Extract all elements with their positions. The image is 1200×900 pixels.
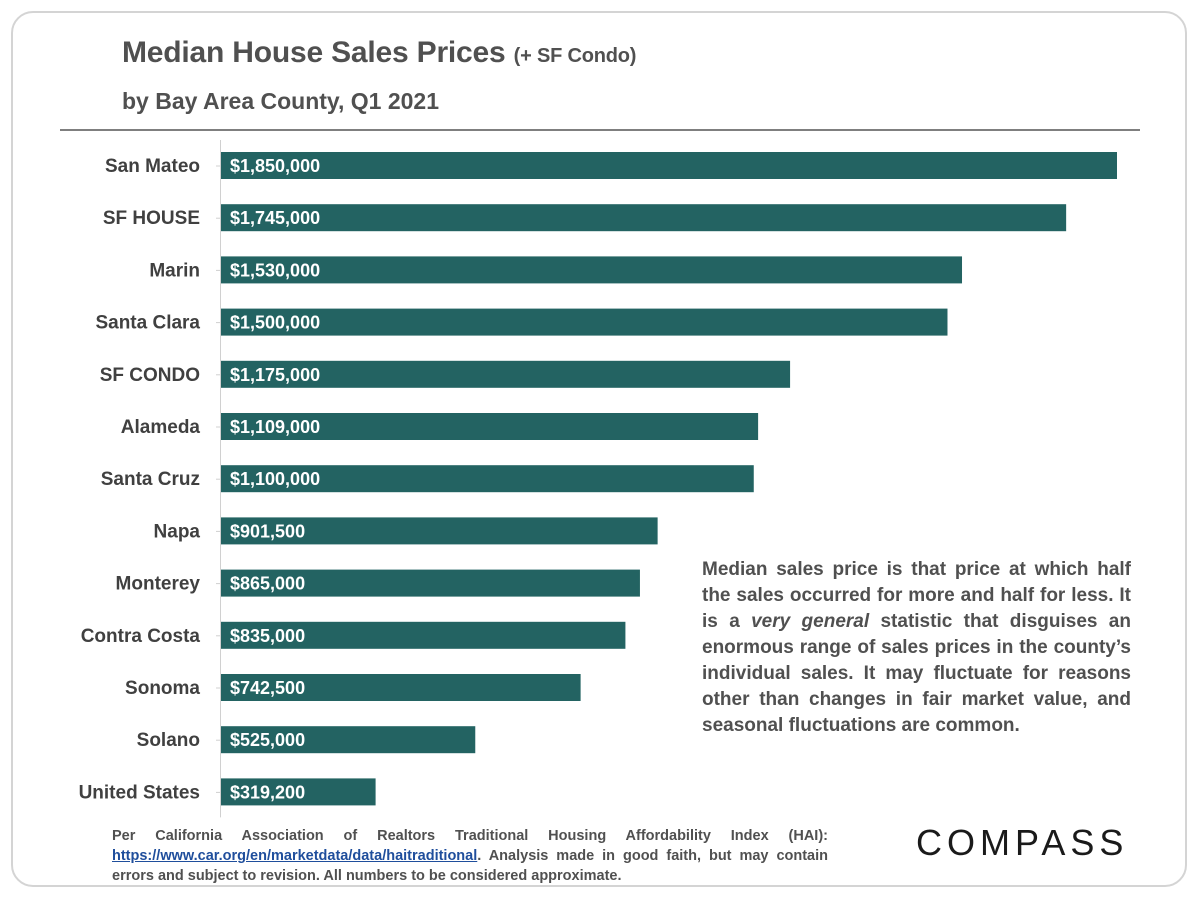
category-label: Marin <box>149 260 200 281</box>
chart-title-suffix: (+ SF Condo) <box>513 45 637 67</box>
bar-marin <box>221 256 963 284</box>
value-label: $742,500 <box>230 678 305 698</box>
value-label: $319,200 <box>230 782 305 802</box>
value-label: $1,745,000 <box>230 208 320 228</box>
bar-napa <box>221 517 658 545</box>
footnote-text-1: Per California Association of Realtors T… <box>112 828 828 844</box>
value-label: $1,530,000 <box>230 260 320 280</box>
category-label: United States <box>79 782 200 803</box>
note-text-1: Median sales price is that price at whic… <box>702 559 1131 632</box>
chart-title-main: Median House Sales Prices <box>122 36 506 69</box>
bar-sonoma <box>221 674 581 701</box>
bar-solano <box>221 726 476 754</box>
bar-alameda <box>221 413 759 440</box>
source-footnote: Per California Association of Realtors T… <box>112 826 828 886</box>
value-label: $1,109,000 <box>230 417 320 437</box>
category-label: Santa Cruz <box>101 469 200 490</box>
note-emphasis: very general <box>751 611 870 632</box>
category-label: Napa <box>154 521 201 542</box>
category-label: San Mateo <box>105 156 200 177</box>
category-label: Sonoma <box>125 678 200 699</box>
compass-wordmark: COMPASS <box>916 822 1129 863</box>
value-label: $1,175,000 <box>230 365 320 385</box>
value-label: $525,000 <box>230 730 305 750</box>
value-label: $1,500,000 <box>230 313 320 333</box>
category-label: Santa Clara <box>95 313 200 334</box>
value-label: $901,500 <box>230 521 305 541</box>
bar-san-mateo <box>221 152 1117 179</box>
bar-united-states <box>221 778 376 806</box>
category-label: SF HOUSE <box>103 208 200 229</box>
bar-santa-clara <box>221 308 948 336</box>
bar-sf-house <box>221 204 1067 232</box>
chart-title: Median House Sales Prices (+ SF Condo) <box>122 36 636 70</box>
category-label: Monterey <box>116 574 201 595</box>
bar-monterey <box>221 569 640 597</box>
category-label: Alameda <box>121 417 201 438</box>
value-label: $1,100,000 <box>230 469 320 489</box>
source-link[interactable]: https://www.car.org/en/marketdata/data/h… <box>112 848 478 864</box>
bar-contra-costa <box>221 621 626 649</box>
chart-subtitle: by Bay Area County, Q1 2021 <box>122 88 440 114</box>
explanatory-note: Median sales price is that price at whic… <box>702 557 1131 739</box>
bar-sf-condo <box>221 360 791 388</box>
title-divider <box>60 129 1140 131</box>
category-label: Contra Costa <box>81 626 201 647</box>
value-label: $865,000 <box>230 574 305 594</box>
footnote-text-2: . Analysis made in good faith, but may c… <box>112 848 828 884</box>
note-text-2: statistic that disguises an enormous ran… <box>702 611 1131 736</box>
category-label: SF CONDO <box>100 365 200 386</box>
compass-logo: COMPASS <box>916 822 1128 864</box>
category-label: Solano <box>137 730 200 751</box>
value-label: $835,000 <box>230 626 305 646</box>
bar-santa-cruz <box>221 465 754 493</box>
value-label: $1,850,000 <box>230 156 320 176</box>
